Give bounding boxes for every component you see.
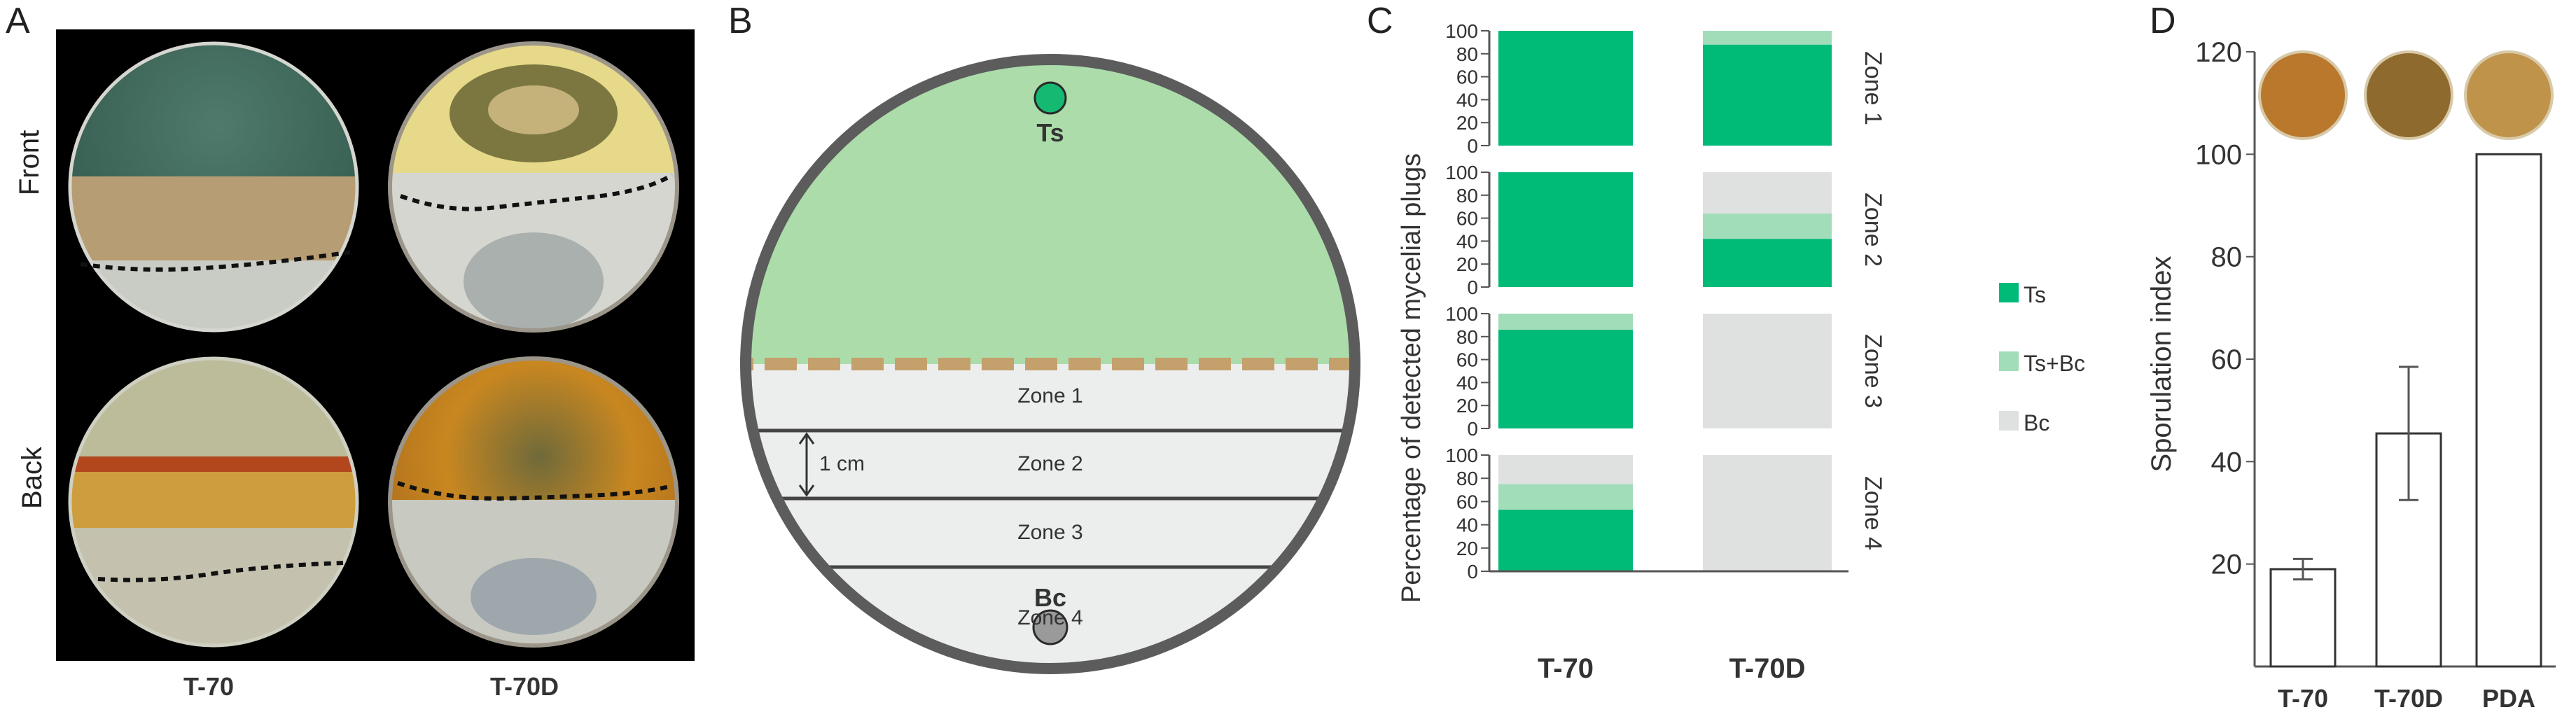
y-tick-label: 100: [2195, 139, 2242, 170]
plate-t70-back: [70, 358, 357, 645]
y-tick-label: 80: [2211, 242, 2243, 273]
legend-swatch-ts: [1999, 283, 2019, 302]
y-tick-label: 40: [1456, 515, 1478, 536]
zone-4-label: Zone 4: [1017, 606, 1082, 629]
y-tick-label: 120: [2195, 37, 2242, 68]
y-tick-label: 0: [1467, 277, 1478, 298]
y-tick-label: 60: [2211, 344, 2243, 375]
bar-segment-ts: [1498, 31, 1633, 146]
y-tick-label: 100: [1445, 20, 1478, 42]
col-label-t70: T-70: [183, 672, 235, 701]
bar-segment-bc: [1703, 455, 1832, 571]
bar-segment-ts-bc: [1703, 214, 1832, 239]
plate-photos: [68, 41, 679, 648]
y-tick-label: 40: [2211, 447, 2243, 477]
panel-b-letter: B: [728, 1, 753, 41]
y-tick-label: 80: [1456, 468, 1478, 489]
zone-label: Zone 1: [1860, 51, 1886, 125]
bar-segment-bc: [1703, 314, 1832, 428]
bar-segment-bc: [1498, 455, 1633, 484]
y-tick-label: 20: [1456, 538, 1478, 559]
bar-segment-ts: [1498, 329, 1633, 428]
y-tick-label: 100: [1445, 303, 1478, 325]
chart-legend: Ts Ts+Bc Bc: [1999, 282, 2085, 435]
y-tick-label: 40: [1456, 372, 1478, 393]
panel-c-ylabel: Percentage of detected mycelial plugs: [1397, 153, 1426, 603]
y-tick-label: 80: [1456, 43, 1478, 65]
y-tick-label: 80: [1456, 326, 1478, 348]
plate-thumbnail: [2258, 50, 2348, 140]
plate-schematic: Ts Bc Zone 1 Zone 2 Zone 3 Zone 4 1 cm: [740, 54, 1360, 674]
zone-label: Zone 3: [1860, 334, 1886, 408]
x-category-label: T-70D: [1729, 653, 1806, 684]
panel-d-letter: D: [2150, 1, 2176, 41]
plate-rim: [740, 54, 1360, 674]
x-category-label: T-70: [2278, 684, 2328, 713]
zone-2-label: Zone 2: [1017, 452, 1082, 475]
stacked-bar-chart: Percentage of detected mycelial plugs 02…: [1397, 20, 2085, 684]
y-tick-label: 60: [1456, 491, 1478, 512]
legend-swatch-bc: [1999, 411, 2019, 431]
y-tick-label: 60: [1456, 349, 1478, 371]
y-tick-label: 20: [1456, 112, 1478, 134]
legend-label: Ts: [2024, 282, 2046, 307]
y-tick-label: 100: [1445, 445, 1478, 466]
zone-3-label: Zone 3: [1017, 521, 1082, 544]
ts-inoculum-dot: [1033, 81, 1067, 115]
plate-thumbnail: [2464, 50, 2554, 140]
panel-a-letter: A: [6, 1, 30, 41]
y-tick-label: 0: [1467, 418, 1478, 440]
bar-segment-ts: [1498, 510, 1633, 571]
bar-segment-ts: [1703, 44, 1832, 146]
y-tick-label: 60: [1456, 67, 1478, 88]
y-tick-label: 20: [1456, 253, 1478, 275]
x-category-label: PDA: [2482, 684, 2535, 713]
row-label-front: Front: [14, 130, 46, 196]
legend-label: Ts+Bc: [2024, 351, 2085, 376]
bar-segment-ts-bc: [1703, 31, 1832, 45]
plate-photo-grid: [56, 29, 695, 661]
legend-label: Bc: [2024, 410, 2049, 435]
col-label-t70d: T-70D: [490, 672, 559, 701]
y-tick-label: 0: [1467, 561, 1478, 582]
bar-segment-ts-bc: [1498, 484, 1633, 510]
y-tick-label: 100: [1445, 162, 1478, 183]
y-tick-label: 60: [1456, 208, 1478, 230]
y-tick-label: 80: [1456, 185, 1478, 207]
panel-c-letter: C: [1367, 1, 1393, 41]
zone-label: Zone 4: [1860, 476, 1886, 550]
bar: [2475, 153, 2542, 668]
bc-inoculum-dot: [1032, 609, 1068, 645]
zone-1-label: Zone 1: [1017, 384, 1082, 407]
y-tick-label: 20: [1456, 395, 1478, 417]
bc-label: Bc: [1034, 583, 1066, 612]
y-tick-label: 20: [2211, 550, 2243, 580]
row-label-back: Back: [16, 447, 48, 509]
plate-t70-front: [70, 43, 357, 330]
plate-t70d-back: [390, 358, 677, 645]
ts-label: Ts: [1036, 118, 1064, 147]
x-category-label: T-70: [1538, 653, 1594, 684]
zone-label: Zone 2: [1860, 193, 1886, 267]
panel-d-ylabel: Sporulation index: [2146, 256, 2177, 472]
bar: [2269, 568, 2337, 668]
bar-segment-bc: [1703, 172, 1832, 214]
ts-area: [746, 60, 1355, 364]
bar-segment-ts: [1703, 239, 1832, 287]
x-category-label: T-70D: [2374, 684, 2443, 713]
sporulation-bar-chart: Sporulation index 20 40 60 80 100 120 T-70 T-70…: [2146, 37, 2556, 713]
scale-label: 1 cm: [819, 452, 865, 475]
y-tick-label: 0: [1467, 135, 1478, 157]
legend-swatch-ts-bc: [1999, 351, 2019, 371]
scale-bar: 1 cm: [798, 432, 865, 497]
plate-t70d-front: [390, 43, 677, 330]
y-tick-label: 40: [1456, 89, 1478, 111]
bar-segment-ts-bc: [1498, 314, 1633, 330]
plate-thumbnail: [2364, 50, 2453, 140]
bar-segment-ts: [1498, 172, 1633, 287]
y-tick-label: 40: [1456, 230, 1478, 252]
